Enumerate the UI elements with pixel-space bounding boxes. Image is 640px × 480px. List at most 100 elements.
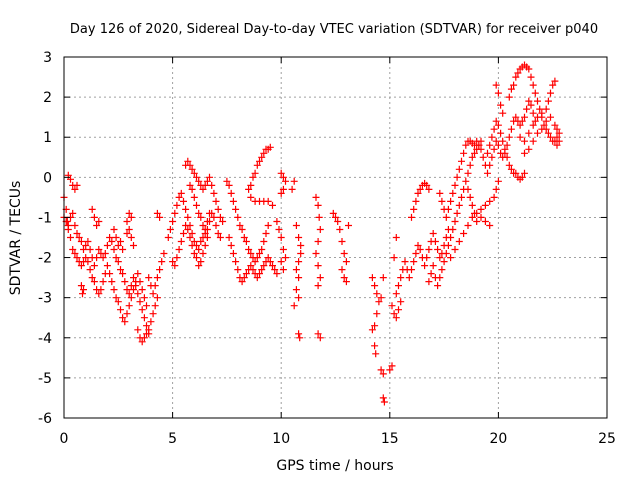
data-point (182, 222, 190, 229)
data-point (468, 201, 476, 209)
data-point (414, 189, 422, 197)
data-point (236, 222, 244, 229)
data-point (138, 338, 146, 346)
data-point (527, 73, 535, 81)
data-point (295, 258, 303, 266)
data-point (90, 262, 98, 270)
data-point (127, 234, 135, 241)
data-point (193, 254, 200, 262)
data-point (523, 105, 531, 113)
data-point (408, 213, 415, 221)
data-point (199, 222, 207, 229)
data-point (312, 193, 320, 201)
data-point (190, 238, 198, 245)
data-point (429, 230, 437, 237)
data-point (80, 246, 87, 253)
data-point (225, 181, 233, 189)
data-point (82, 254, 90, 262)
data-point (507, 125, 515, 133)
data-point (112, 294, 120, 302)
x-tick-label: 25 (598, 431, 616, 447)
data-point (521, 169, 528, 177)
data-point (505, 161, 513, 169)
data-point (525, 97, 533, 105)
data-point (329, 209, 337, 217)
data-point (503, 141, 511, 149)
data-point (277, 169, 285, 177)
data-point (140, 314, 148, 322)
data-point (177, 189, 185, 197)
data-point (149, 310, 157, 318)
data-point (555, 129, 563, 137)
y-tick-label: 1 (43, 130, 52, 146)
data-point (521, 149, 528, 157)
data-point (475, 141, 483, 149)
data-points (60, 61, 563, 406)
data-point (201, 181, 209, 189)
data-point (505, 93, 513, 101)
y-tick-label: -3 (38, 291, 52, 307)
data-point (186, 161, 194, 169)
data-point (462, 177, 470, 185)
data-point (197, 258, 205, 266)
data-point (99, 254, 107, 262)
data-point (71, 250, 79, 257)
data-point (266, 143, 274, 151)
data-point (466, 161, 474, 169)
data-point (373, 290, 381, 298)
data-point (279, 185, 287, 193)
data-point (269, 201, 276, 209)
chart-title: Day 126 of 2020, Sidereal Day-to-day VTE… (70, 22, 598, 37)
data-point (494, 177, 502, 185)
data-point (455, 201, 463, 209)
data-point (79, 290, 86, 298)
data-point (180, 197, 187, 205)
data-point (497, 129, 505, 137)
data-point (260, 238, 268, 245)
data-point (510, 81, 518, 89)
data-point (392, 234, 400, 241)
y-axis-title: SDTVAR / TECUs (8, 181, 24, 296)
data-point (99, 278, 107, 286)
data-point (125, 290, 133, 298)
data-point (345, 222, 352, 229)
data-point (334, 218, 342, 225)
data-point (282, 177, 289, 185)
data-point (199, 250, 207, 257)
data-point (71, 222, 79, 229)
data-point (499, 153, 507, 161)
data-point (468, 213, 476, 221)
data-point (453, 209, 461, 217)
data-point (342, 258, 350, 266)
data-point (108, 238, 116, 245)
x-tick-label: 20 (489, 431, 507, 447)
data-point (292, 286, 300, 294)
data-point (379, 370, 387, 378)
data-point (386, 366, 394, 374)
data-point (436, 189, 444, 197)
data-point (497, 101, 505, 109)
data-point (266, 258, 274, 266)
y-tick-label: -5 (38, 371, 52, 387)
data-point (229, 197, 237, 205)
data-point (106, 270, 114, 278)
data-point (438, 266, 446, 274)
data-point (201, 242, 209, 249)
data-point (342, 278, 350, 286)
data-point (371, 342, 379, 350)
data-point (134, 326, 142, 334)
data-point (436, 274, 444, 282)
data-point (219, 218, 227, 225)
data-point (256, 270, 263, 278)
data-point (93, 254, 101, 262)
data-point (395, 306, 402, 314)
data-point (175, 193, 183, 201)
data-point (292, 266, 300, 274)
data-point (110, 246, 118, 253)
data-point (117, 306, 124, 314)
x-tick-label: 0 (60, 431, 69, 447)
data-point (534, 129, 541, 137)
data-point (316, 226, 324, 233)
data-point (492, 117, 500, 125)
data-point (529, 137, 537, 145)
